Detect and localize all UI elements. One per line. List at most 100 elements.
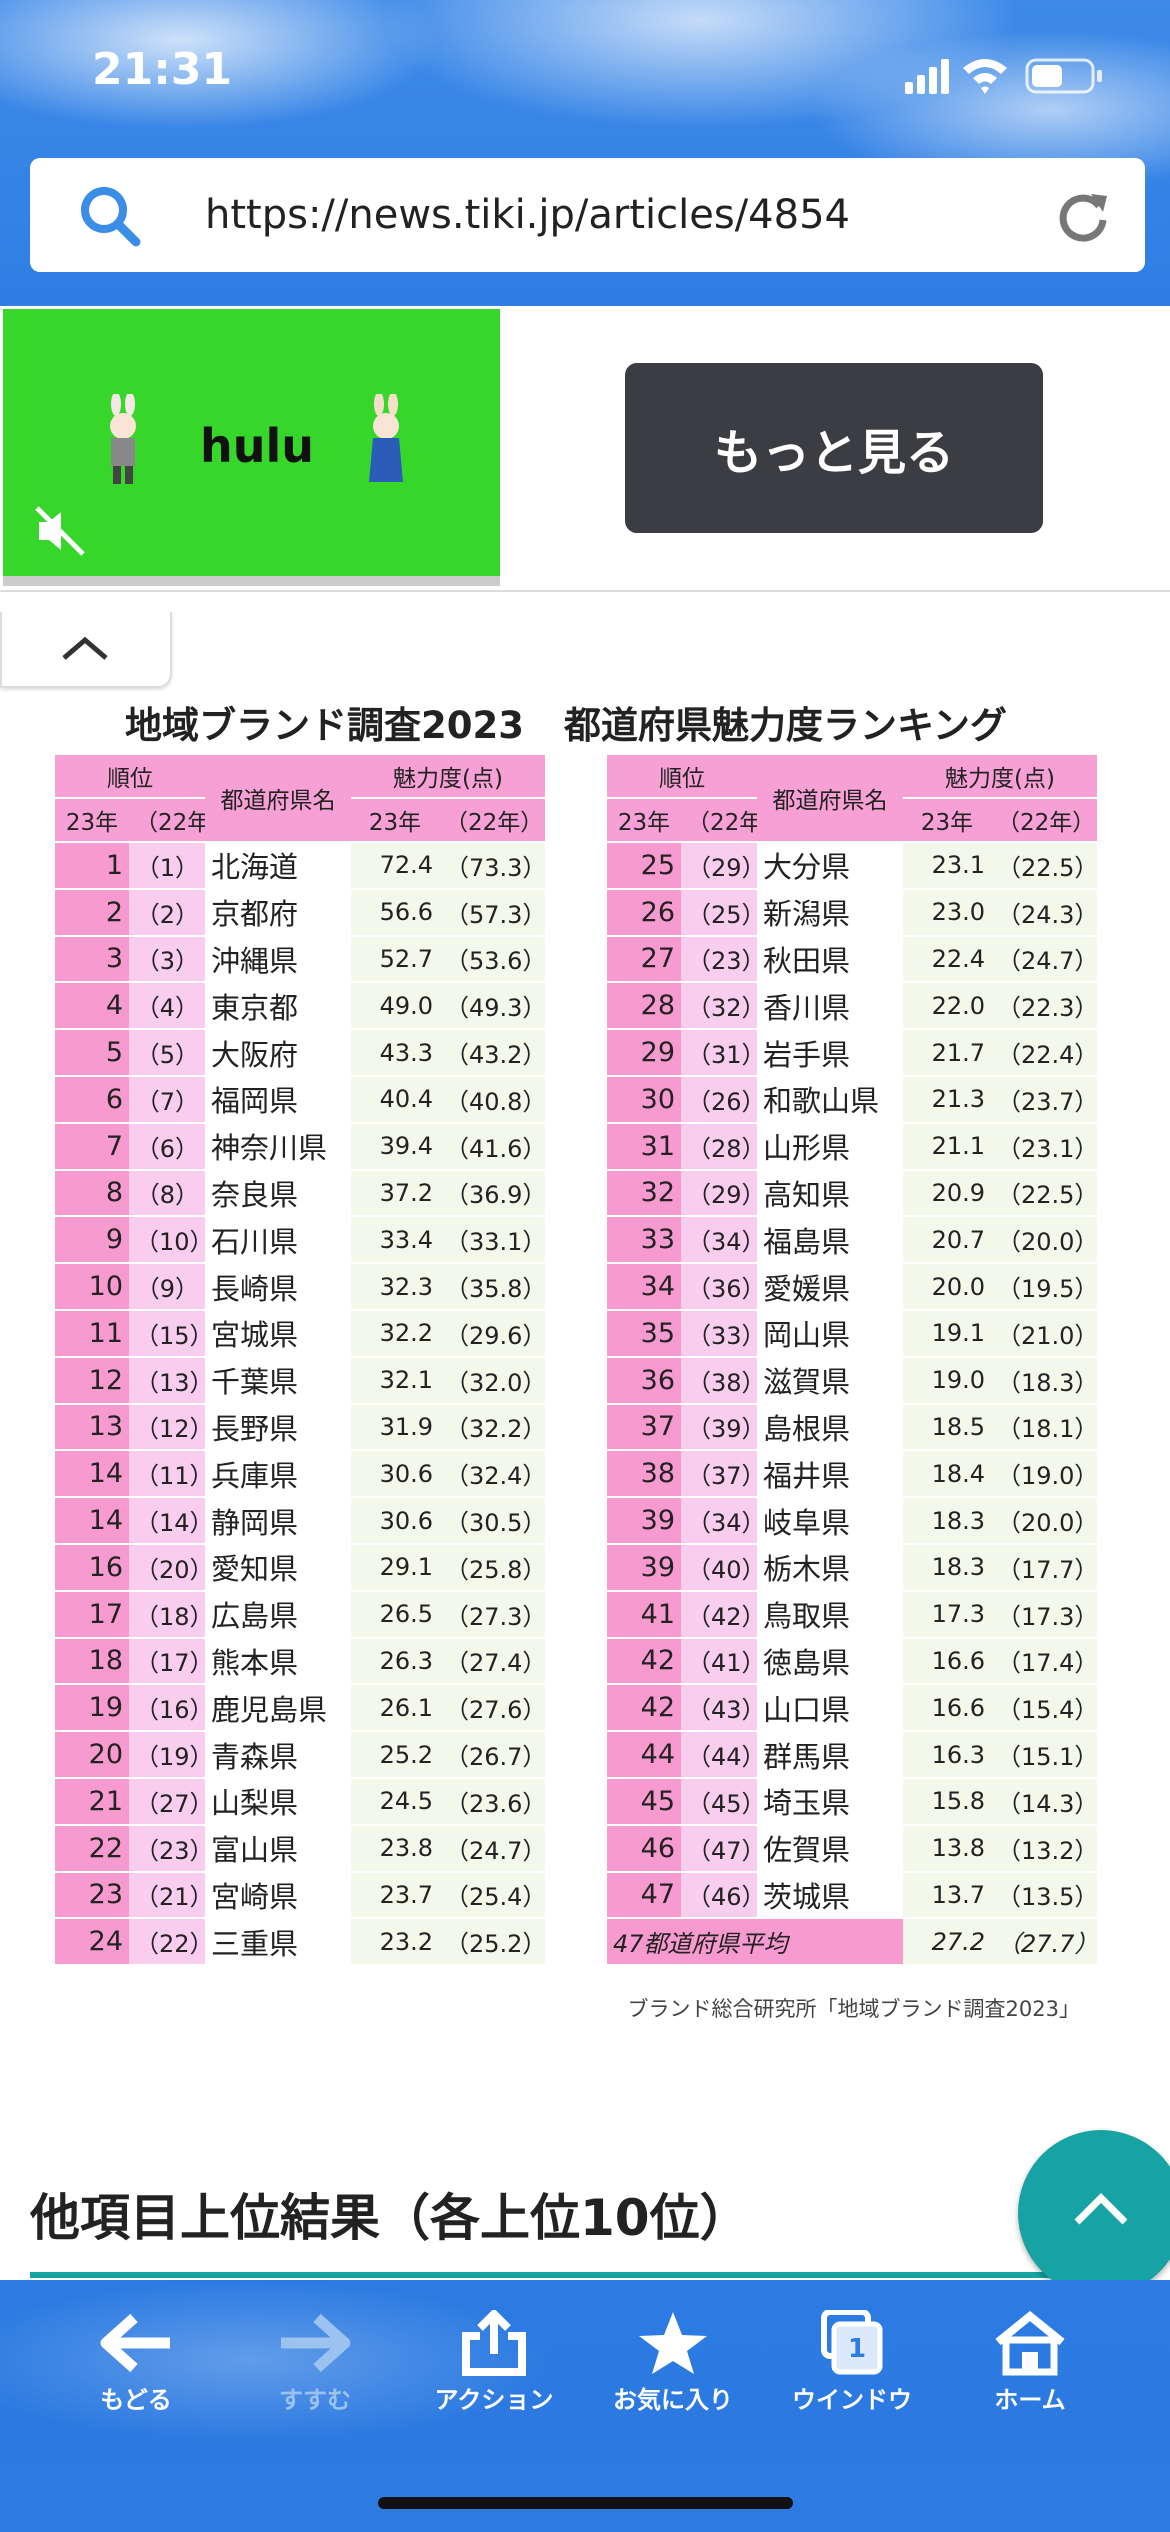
score-22: （41.6） — [439, 1122, 546, 1171]
score-23: 20.7 — [903, 1216, 991, 1265]
rank-23: 44 — [607, 1731, 681, 1779]
rank-22: （42） — [681, 1590, 757, 1639]
score-22: （27.3） — [439, 1590, 546, 1639]
rank-22: （2） — [129, 888, 205, 937]
score-22: （20.0） — [991, 1497, 1098, 1545]
score-22: （24.7） — [439, 1824, 546, 1873]
forward-button[interactable]: すすむ — [225, 2310, 405, 2415]
rank-23: 21 — [55, 1777, 129, 1826]
header-cell: （22年） — [681, 798, 757, 843]
rank-22: （14） — [129, 1497, 205, 1545]
header-cell: 魅力度(点) — [351, 755, 546, 799]
score-23: 31.9 — [351, 1403, 439, 1452]
collapse-tab[interactable] — [0, 612, 172, 688]
score-22: （22.5） — [991, 1169, 1098, 1218]
header-cell: 順位 — [607, 755, 757, 799]
url-text[interactable]: https://news.tiki.jp/articles/4854 — [205, 192, 850, 238]
rank-23: 3 — [55, 935, 129, 984]
rank-23: 22 — [55, 1824, 129, 1873]
rank-23: 4 — [55, 982, 129, 1031]
home-button[interactable]: ホーム — [940, 2310, 1120, 2415]
prefecture: 沖縄県 — [205, 935, 351, 984]
score-23: 26.1 — [351, 1684, 439, 1733]
rank-22: （34） — [681, 1497, 757, 1545]
rank-22: （29） — [681, 1169, 757, 1218]
rank-22: （11） — [129, 1450, 205, 1499]
prefecture: 兵庫県 — [205, 1450, 351, 1499]
score-23: 26.3 — [351, 1637, 439, 1686]
rank-23: 34 — [607, 1263, 681, 1311]
score-22: （22.5） — [991, 842, 1098, 890]
score-22: （25.2） — [439, 1918, 546, 1967]
rank-23: 33 — [607, 1216, 681, 1265]
favorites-button[interactable]: お気に入り — [583, 2310, 763, 2415]
rank-23: 31 — [607, 1122, 681, 1171]
rank-22: （41） — [681, 1637, 757, 1686]
scroll-top-button[interactable] — [1018, 2130, 1170, 2296]
window-button[interactable]: 1 ウインドウ — [762, 2310, 942, 2415]
rank-22: （37） — [681, 1450, 757, 1499]
rank-22: （40） — [681, 1543, 757, 1592]
rank-23: 16 — [55, 1543, 129, 1592]
score-23: 26.5 — [351, 1590, 439, 1639]
address-bar[interactable]: https://news.tiki.jp/articles/4854 — [30, 158, 1145, 272]
prefecture: 長崎県 — [205, 1263, 351, 1311]
score-22: （23.6） — [439, 1777, 546, 1826]
ranking-row: 3 （3） 沖縄県 52.7 （53.6） — [55, 935, 546, 984]
score-22: （25.8） — [439, 1543, 546, 1592]
score-23: 13.8 — [903, 1824, 991, 1873]
ranking-row: 10 （9） 長崎県 32.3 （35.8） — [55, 1263, 546, 1311]
score-23: 13.7 — [903, 1871, 991, 1920]
prefecture: 新潟県 — [757, 888, 903, 937]
header-row: 順位 都道府県名 魅力度(点) — [55, 755, 546, 843]
rank-22: （18） — [129, 1590, 205, 1639]
score-23: 23.2 — [351, 1918, 439, 1967]
ad-video[interactable]: hulu — [3, 309, 500, 586]
score-22: （32.4） — [439, 1450, 546, 1499]
reload-button[interactable] — [1055, 188, 1111, 244]
toolbar-label: ウインドウ — [792, 2386, 912, 2414]
mute-icon[interactable] — [33, 504, 87, 558]
prefecture: 山形県 — [757, 1122, 903, 1171]
score-22: （23.1） — [991, 1122, 1098, 1171]
rank-22: （29） — [681, 842, 757, 890]
header-cell: 魅力度(点) — [903, 755, 1098, 799]
score-23: 20.9 — [903, 1169, 991, 1218]
rank-22: （28） — [681, 1122, 757, 1171]
prefecture: 愛知県 — [205, 1543, 351, 1592]
prefecture: 島根県 — [757, 1403, 903, 1452]
rank-22: （22） — [129, 1918, 205, 1967]
more-button[interactable]: もっと見る — [625, 363, 1043, 533]
rank-22: （34） — [681, 1216, 757, 1265]
prefecture: 東京都 — [205, 982, 351, 1031]
prefecture: 奈良県 — [205, 1169, 351, 1218]
prefecture: 山口県 — [757, 1684, 903, 1733]
rank-22: （5） — [129, 1029, 205, 1077]
score-22: （32.0） — [439, 1356, 546, 1405]
action-button[interactable]: アクション — [404, 2310, 584, 2415]
rank-22: （1） — [129, 842, 205, 890]
score-23: 21.1 — [903, 1122, 991, 1171]
prefecture: 茨城県 — [757, 1871, 903, 1920]
chevron-up — [62, 636, 108, 660]
score-23: 18.5 — [903, 1403, 991, 1452]
prefecture: 大阪府 — [205, 1029, 351, 1077]
back-button[interactable]: もどる — [46, 2310, 226, 2415]
header-cell: 23年 — [351, 798, 439, 843]
score-22: （19.5） — [991, 1263, 1098, 1311]
rank-23: 37 — [607, 1403, 681, 1452]
score-22: （25.4） — [439, 1871, 546, 1920]
ad-brand: hulu — [200, 419, 315, 473]
rank-23: 6 — [55, 1075, 129, 1124]
ranking-table: 順位都道府県名魅力度(点)23年（22年）23年（22年）1（1）北海道72.4… — [55, 755, 546, 1967]
score-23: 22.0 — [903, 982, 991, 1031]
